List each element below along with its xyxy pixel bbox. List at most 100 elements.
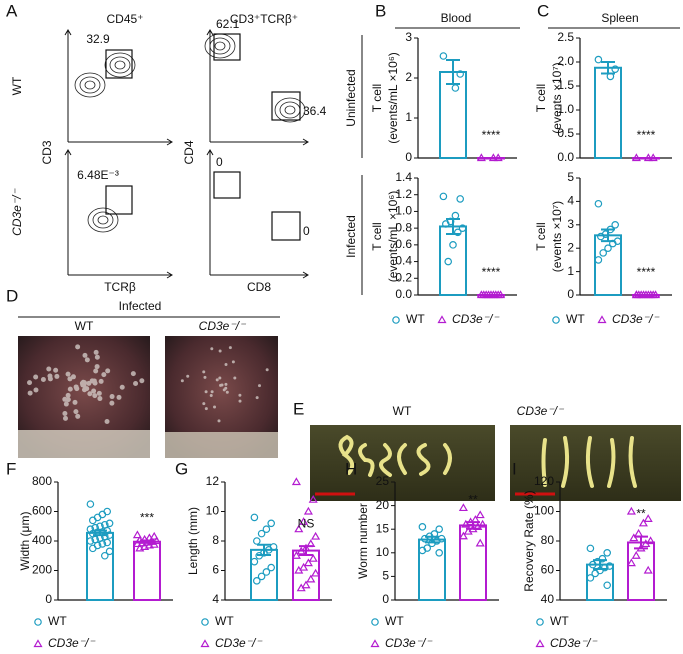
error-bar bbox=[425, 535, 439, 544]
worm bbox=[561, 436, 570, 488]
legend-label: WT bbox=[550, 614, 569, 628]
spot bbox=[210, 390, 214, 394]
point bbox=[257, 529, 266, 538]
y-tick-label: 5 bbox=[567, 170, 574, 184]
spot bbox=[33, 374, 39, 380]
spot bbox=[62, 410, 68, 416]
contour bbox=[74, 72, 106, 98]
point bbox=[306, 574, 316, 583]
arrow bbox=[64, 149, 72, 156]
spot bbox=[218, 376, 222, 380]
legend-label: WT bbox=[566, 312, 585, 326]
point bbox=[301, 580, 311, 589]
point bbox=[456, 70, 465, 78]
y-tick-label: 1.0 bbox=[557, 102, 574, 116]
point bbox=[643, 514, 653, 522]
y-tick-label: 200 bbox=[32, 563, 52, 577]
y-tick-label: 0.6 bbox=[395, 237, 412, 251]
y-tick-label: 80 bbox=[541, 533, 555, 547]
legend-marker bbox=[392, 316, 400, 324]
worm bbox=[358, 443, 375, 477]
spot bbox=[209, 394, 213, 398]
point bbox=[89, 544, 97, 553]
point bbox=[262, 568, 271, 576]
x-axis-label: CD8 bbox=[247, 280, 271, 294]
granulomas bbox=[27, 344, 269, 425]
significance: ** bbox=[468, 492, 478, 506]
point bbox=[98, 540, 107, 548]
y-tick-label: 0 bbox=[45, 592, 52, 606]
point bbox=[439, 192, 448, 201]
point bbox=[591, 569, 600, 578]
y-tick-label: 3 bbox=[567, 217, 574, 231]
point bbox=[458, 224, 467, 232]
point bbox=[451, 211, 460, 220]
point bbox=[631, 290, 641, 299]
y-tick-label: 120 bbox=[534, 474, 554, 488]
spot bbox=[87, 391, 93, 397]
error-bar bbox=[466, 521, 480, 530]
point bbox=[262, 525, 271, 534]
y-tick-label: 0.5 bbox=[557, 126, 574, 140]
spot bbox=[74, 386, 80, 392]
point bbox=[152, 536, 162, 545]
point bbox=[496, 290, 506, 299]
plot-title: CD45⁺ bbox=[106, 12, 143, 26]
point bbox=[458, 503, 468, 512]
y-axis-label: (events ×10⁷) bbox=[550, 62, 564, 133]
point bbox=[449, 241, 457, 249]
y-tick-label: 0.4 bbox=[395, 254, 412, 268]
y-tick-label: 20 bbox=[376, 498, 390, 512]
gate-value: 32.9 bbox=[86, 32, 110, 46]
point bbox=[303, 558, 313, 567]
point bbox=[626, 506, 636, 515]
point bbox=[250, 513, 259, 522]
point bbox=[611, 221, 620, 229]
tissue bbox=[165, 432, 278, 458]
spot bbox=[215, 378, 219, 382]
point bbox=[641, 539, 651, 548]
point bbox=[296, 583, 306, 592]
spot bbox=[91, 388, 97, 394]
panel-letter: H bbox=[345, 459, 357, 478]
spot bbox=[65, 397, 71, 403]
legend-label: CD3e⁻/⁻ bbox=[215, 636, 263, 650]
panel-letter: B bbox=[375, 1, 386, 20]
y-tick-label: 1.4 bbox=[395, 170, 412, 184]
spot bbox=[219, 383, 223, 387]
error-bar bbox=[601, 61, 615, 75]
contour bbox=[97, 215, 109, 225]
spot bbox=[224, 362, 228, 366]
spot bbox=[101, 372, 107, 378]
y-axis-label: Length (mm) bbox=[186, 507, 200, 575]
point bbox=[435, 548, 444, 557]
y-axis-label: T cell bbox=[534, 222, 548, 250]
error-bar bbox=[299, 545, 313, 557]
y-tick-label: 0 bbox=[405, 150, 412, 164]
spot bbox=[186, 374, 190, 378]
spot bbox=[238, 399, 242, 403]
y-axis-label: CD4 bbox=[182, 140, 196, 164]
spot bbox=[116, 394, 122, 400]
spot bbox=[67, 376, 73, 382]
panel-letter: F bbox=[6, 459, 16, 478]
plot-title: CD3⁺TCRβ⁺ bbox=[230, 12, 298, 26]
point bbox=[89, 516, 97, 525]
point bbox=[476, 153, 486, 162]
gate-value: 0 bbox=[216, 155, 223, 169]
worm bbox=[628, 436, 637, 488]
point bbox=[418, 523, 427, 531]
spot bbox=[218, 349, 222, 353]
arrow bbox=[206, 149, 214, 156]
photos bbox=[18, 336, 681, 501]
gate bbox=[105, 49, 133, 79]
spot bbox=[210, 347, 214, 351]
gate-value: 62.1 bbox=[216, 17, 240, 31]
y-tick-label: 2 bbox=[567, 240, 574, 254]
panel-letter: A bbox=[6, 1, 18, 20]
row-label: CD3e⁻/⁻ bbox=[10, 187, 24, 235]
spot bbox=[224, 386, 228, 390]
spot bbox=[72, 399, 78, 405]
y-tick-label: 0 bbox=[567, 287, 574, 301]
spot bbox=[105, 368, 111, 374]
